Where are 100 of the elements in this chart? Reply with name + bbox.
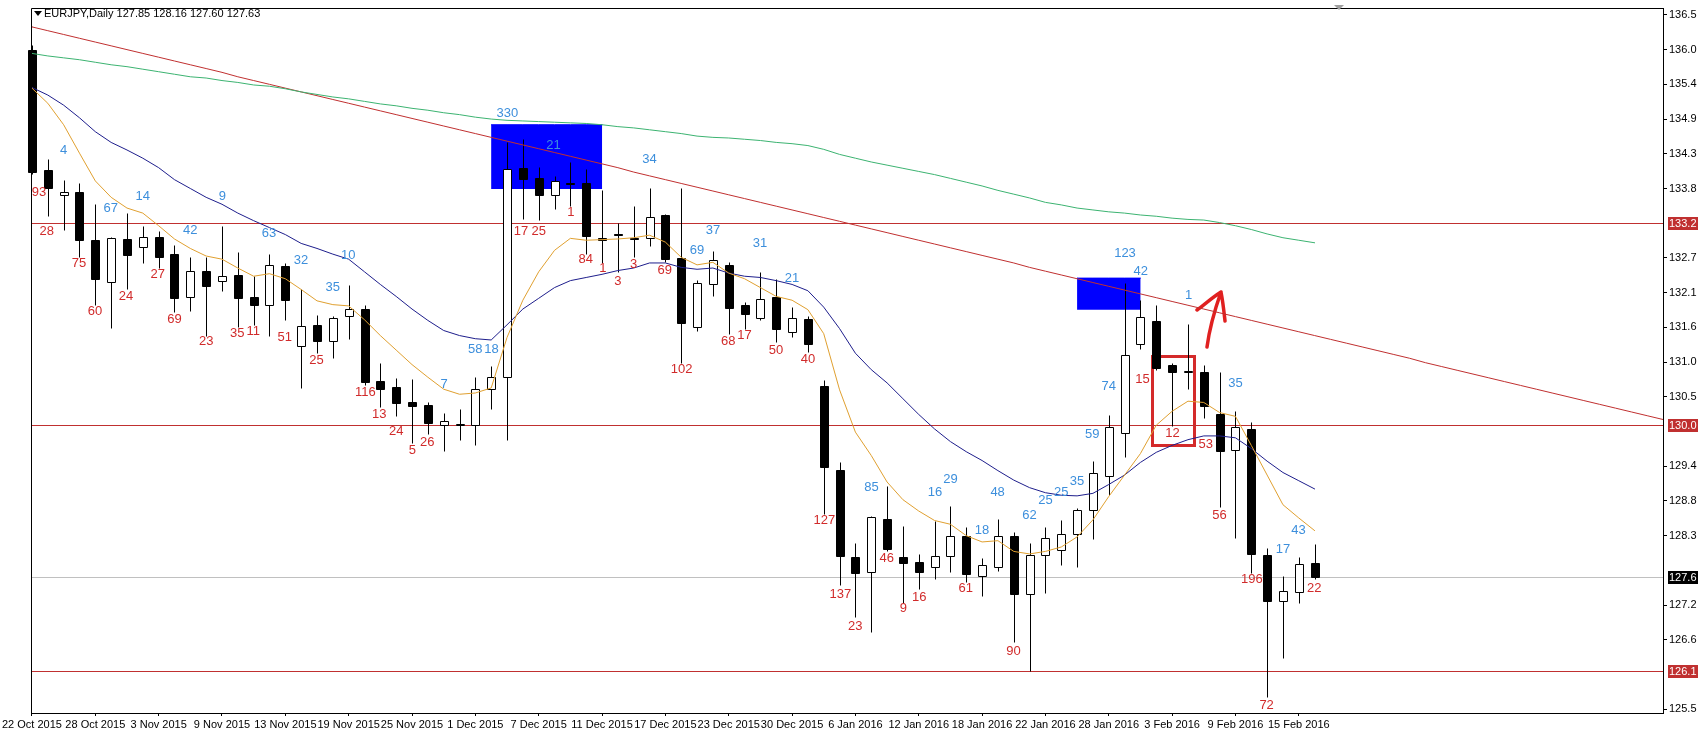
candlestick bbox=[1089, 461, 1098, 540]
annotation: 17 bbox=[1275, 540, 1291, 556]
annotation: 53 bbox=[1198, 435, 1213, 451]
candlestick bbox=[265, 254, 274, 337]
candlestick bbox=[788, 307, 797, 338]
candlestick bbox=[772, 279, 781, 343]
annotation: 35 bbox=[230, 324, 245, 340]
candlestick bbox=[899, 526, 908, 604]
x-tick-label: 15 Feb 2016 bbox=[1267, 717, 1330, 730]
candlestick bbox=[392, 378, 401, 417]
annotation: 27 bbox=[150, 265, 165, 281]
candlestick bbox=[535, 167, 544, 221]
candlestick bbox=[345, 285, 354, 340]
candlestick bbox=[1010, 532, 1019, 643]
y-tick-label: 130.5 bbox=[1669, 389, 1697, 402]
annotation: 1 bbox=[1185, 286, 1193, 302]
candlestick bbox=[1041, 527, 1050, 594]
annotation: 18 bbox=[974, 522, 990, 538]
candlestick bbox=[836, 462, 845, 586]
x-tick-label: 25 Nov 2015 bbox=[380, 717, 444, 730]
annotation: 62 bbox=[1022, 506, 1037, 522]
y-tick-label: 126.6 bbox=[1669, 632, 1697, 645]
annotation: 26 bbox=[419, 433, 435, 449]
x-tick-label: 19 Nov 2015 bbox=[317, 717, 380, 730]
candlestick bbox=[155, 231, 164, 269]
annotation: 10 bbox=[341, 246, 356, 262]
candlestick bbox=[725, 262, 734, 335]
chart-title: EURJPY,Daily 127.85 128.16 127.60 127.63 bbox=[44, 7, 261, 20]
y-tick-label: 134.9 bbox=[1669, 112, 1697, 125]
candlestick bbox=[1311, 544, 1320, 580]
annotation: 21 bbox=[546, 136, 561, 152]
candlestick bbox=[915, 554, 924, 590]
candlestick bbox=[1279, 576, 1288, 659]
candlestick bbox=[1295, 557, 1304, 604]
annotation: 1 bbox=[599, 260, 607, 276]
candlestick bbox=[313, 315, 322, 354]
candlestick bbox=[44, 159, 53, 217]
annotation: 46 bbox=[879, 549, 894, 565]
candlestick bbox=[202, 257, 211, 337]
annotation: 24 bbox=[388, 422, 404, 438]
y-tick-label: 131.6 bbox=[1669, 320, 1697, 333]
candlestick bbox=[361, 305, 370, 386]
annotation: 14 bbox=[135, 187, 151, 203]
candlestick bbox=[646, 188, 655, 247]
candlestick bbox=[60, 180, 69, 231]
candlestick bbox=[1247, 422, 1256, 574]
annotation: 23 bbox=[847, 617, 863, 633]
annotation: 42 bbox=[1133, 262, 1148, 278]
candlestick bbox=[456, 409, 465, 441]
annotation: 3 bbox=[630, 255, 638, 271]
candlestick bbox=[978, 558, 987, 597]
candlestick bbox=[91, 204, 100, 306]
annotation: 28 bbox=[39, 222, 55, 238]
candlestick bbox=[297, 289, 306, 389]
x-tick-label: 1 Dec 2015 bbox=[447, 717, 504, 730]
x-tick-label: 11 Dec 2015 bbox=[571, 717, 633, 730]
candlestick bbox=[598, 190, 607, 264]
candlestick bbox=[1231, 411, 1240, 539]
candlestick bbox=[170, 245, 179, 313]
candlestick bbox=[582, 169, 591, 255]
annotation: 48 bbox=[990, 483, 1005, 499]
x-tick-label: 17 Dec 2015 bbox=[634, 717, 697, 730]
candlestick bbox=[693, 280, 702, 332]
annotation: 84 bbox=[578, 250, 594, 266]
y-tick-label: 128.3 bbox=[1669, 528, 1697, 541]
annotation: 68 bbox=[721, 332, 736, 348]
candlestick bbox=[566, 162, 575, 207]
annotation: 21 bbox=[784, 269, 800, 285]
candlestick bbox=[329, 316, 338, 359]
candlestick bbox=[234, 252, 243, 328]
y-tick-label: 136.0 bbox=[1669, 42, 1697, 55]
annotation: 42 bbox=[183, 221, 198, 237]
candlestick bbox=[440, 413, 449, 452]
annotation: 15 bbox=[1135, 370, 1150, 386]
annotation: 75 bbox=[71, 254, 87, 270]
candlestick bbox=[1121, 283, 1130, 458]
annotation: 93 bbox=[31, 183, 47, 199]
annotation: 1 bbox=[567, 203, 575, 219]
candlestick bbox=[250, 276, 259, 326]
x-tick-label: 22 Jan 2016 bbox=[1015, 717, 1076, 730]
candlestick bbox=[741, 302, 750, 330]
candlestick bbox=[1073, 508, 1082, 568]
annotation: 17 bbox=[737, 326, 752, 342]
annotation: 61 bbox=[958, 580, 974, 596]
y-tick-label: 132.7 bbox=[1669, 250, 1697, 263]
candlestick bbox=[1263, 548, 1272, 698]
candlestick bbox=[1200, 365, 1209, 419]
candlestick bbox=[424, 402, 433, 435]
candlestick bbox=[1105, 415, 1114, 496]
annotation: 50 bbox=[768, 341, 784, 357]
candlestick bbox=[1136, 300, 1145, 350]
y-tick-label: 136.5 bbox=[1669, 7, 1697, 20]
candlestick bbox=[186, 257, 195, 312]
candlestick bbox=[551, 176, 560, 210]
annotation: 12 bbox=[1165, 424, 1180, 440]
candlestick bbox=[75, 183, 84, 258]
annotation: 69 bbox=[657, 262, 672, 278]
x-tick-label: 22 Oct 2015 bbox=[2, 717, 62, 730]
x-tick-label: 7 Dec 2015 bbox=[510, 717, 567, 730]
x-tick-label: 6 Jan 2016 bbox=[828, 717, 883, 730]
